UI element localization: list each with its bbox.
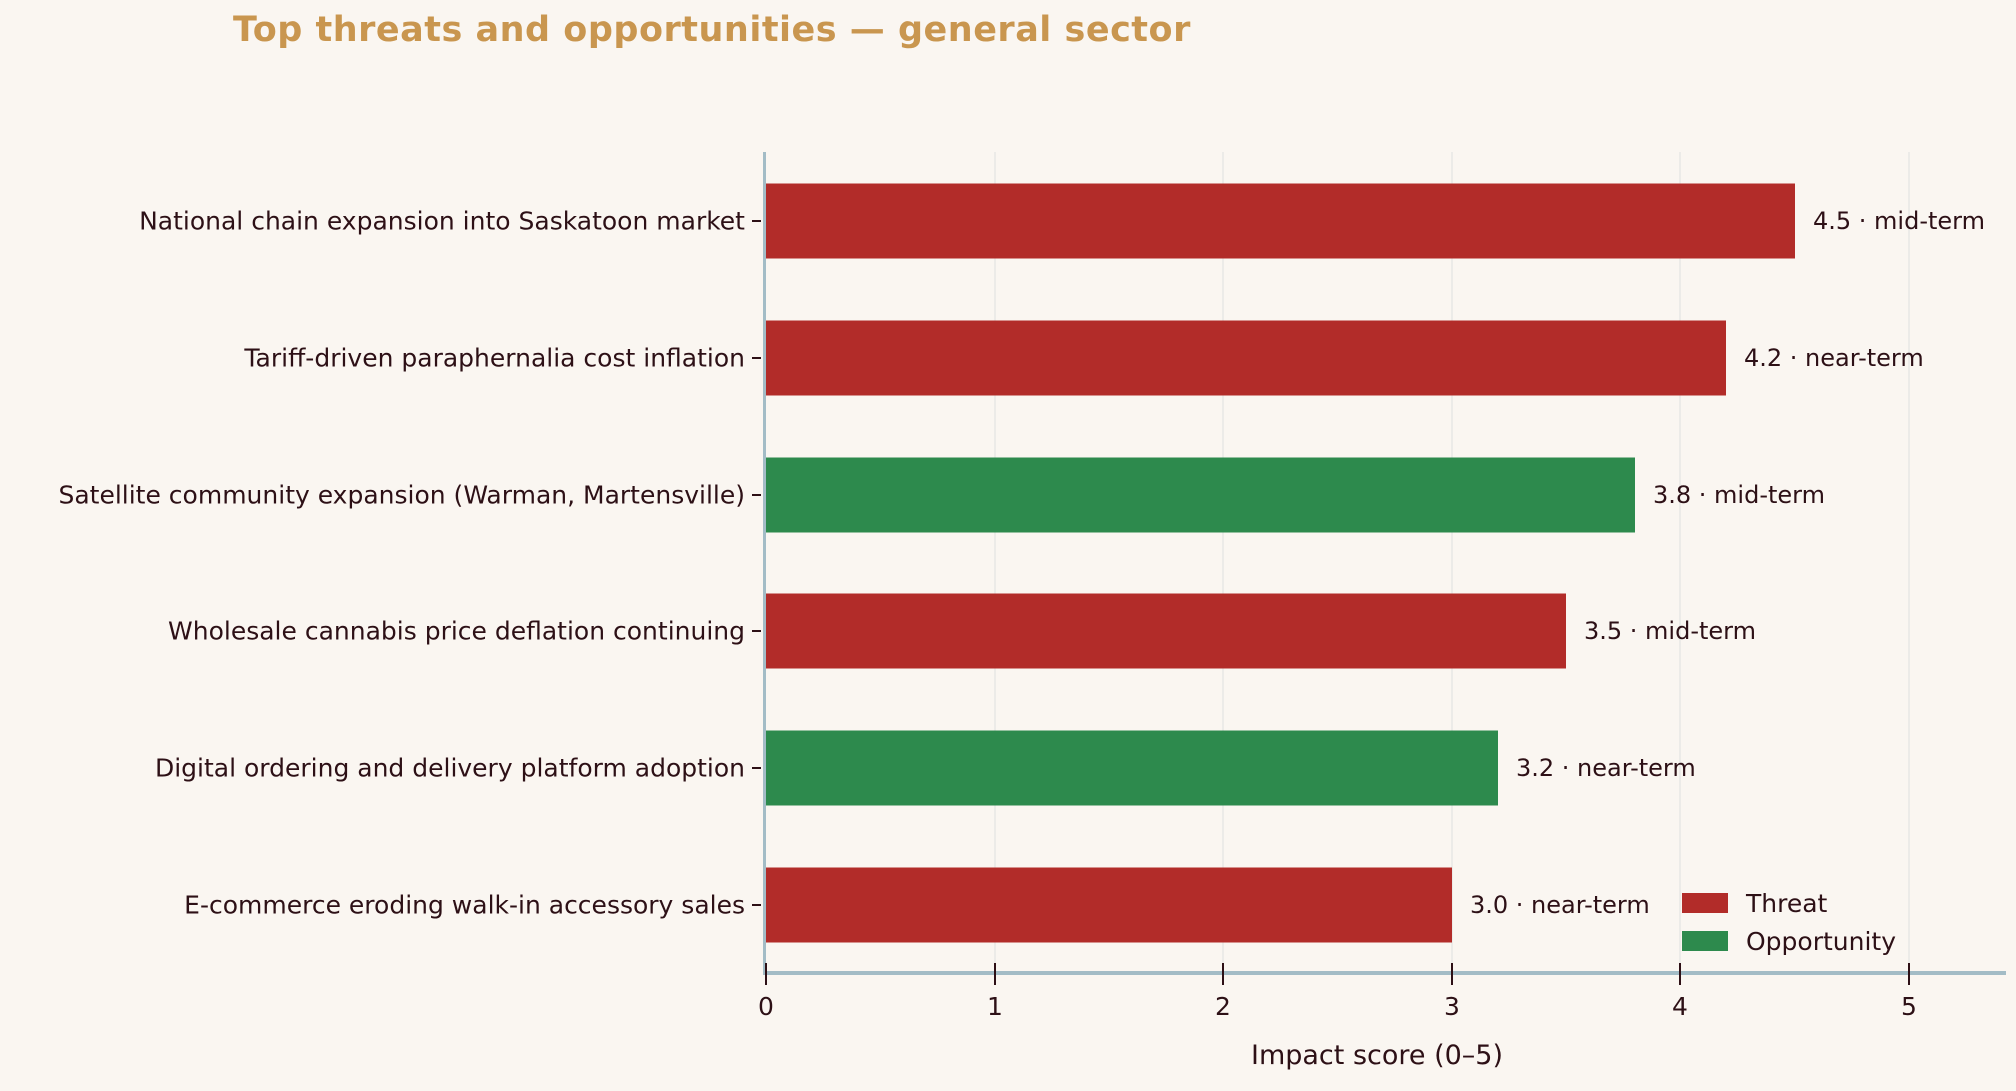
- legend-item-threat: Threat: [1682, 884, 1896, 922]
- legend-item-opportunity: Opportunity: [1682, 922, 1896, 960]
- x-tick-mark: [1451, 963, 1453, 985]
- y-tick-mark: [752, 219, 761, 222]
- y-tick-mark: [752, 629, 761, 632]
- x-tick-mark: [1679, 963, 1681, 985]
- gridline: [1908, 152, 1910, 973]
- bar-value-annotation: 3.8 · mid-term: [1653, 480, 1825, 509]
- y-axis-line: [763, 152, 766, 975]
- legend: Threat Opportunity: [1682, 884, 1896, 960]
- category-label: Tariff-driven paraphernalia cost inflati…: [244, 343, 745, 372]
- gridline: [1451, 152, 1453, 973]
- bar-value-annotation: 3.0 · near-term: [1470, 890, 1650, 919]
- bar-value-annotation: 3.5 · mid-term: [1584, 616, 1756, 645]
- bar: [766, 320, 1726, 395]
- bar-row: Satellite community expansion (Warman, M…: [0, 426, 2016, 563]
- bar: [766, 867, 1452, 942]
- x-axis-label: Impact score (0–5): [1250, 1040, 1504, 1071]
- x-tick-label: 2: [1215, 992, 1231, 1021]
- bar-row: Wholesale cannabis price deflation conti…: [0, 562, 2016, 699]
- x-tick-label: 3: [1444, 992, 1460, 1021]
- bar-value-annotation: 4.5 · mid-term: [1813, 206, 1985, 235]
- x-tick-mark: [994, 963, 996, 985]
- category-label: Digital ordering and delivery platform a…: [154, 753, 745, 782]
- bar-value-annotation: 4.2 · near-term: [1744, 343, 1924, 372]
- x-tick-label: 1: [987, 992, 1003, 1021]
- x-axis-line: [763, 971, 2006, 975]
- gridline: [1679, 152, 1681, 973]
- bar: [766, 457, 1635, 532]
- bar: [766, 183, 1795, 258]
- x-tick-label: 0: [758, 992, 774, 1021]
- bar-row: National chain expansion into Saskatoon …: [0, 152, 2016, 289]
- bar-row: Tariff-driven paraphernalia cost inflati…: [0, 289, 2016, 426]
- legend-label: Opportunity: [1746, 926, 1897, 956]
- x-tick-mark: [1222, 963, 1224, 985]
- gridline: [1222, 152, 1224, 973]
- legend-label: Threat: [1746, 888, 1828, 918]
- x-tick-mark: [1908, 963, 1910, 985]
- bar-row: E-commerce eroding walk-in accessory sal…: [0, 836, 2016, 973]
- y-tick-mark: [752, 766, 761, 769]
- gridline: [994, 152, 996, 973]
- category-label: E-commerce eroding walk-in accessory sal…: [184, 890, 745, 919]
- x-tick-mark: [765, 963, 767, 985]
- x-tick-label: 4: [1672, 992, 1688, 1021]
- threat-swatch-icon: [1682, 893, 1728, 913]
- chart-title: Top threats and opportunities — general …: [233, 10, 1191, 50]
- y-tick-mark: [752, 493, 761, 496]
- bar-value-annotation: 3.2 · near-term: [1516, 753, 1696, 782]
- bar: [766, 730, 1498, 805]
- bar-row: Digital ordering and delivery platform a…: [0, 699, 2016, 836]
- category-label: Satellite community expansion (Warman, M…: [58, 480, 745, 509]
- opportunity-swatch-icon: [1682, 931, 1728, 951]
- y-tick-mark: [752, 903, 761, 906]
- y-tick-mark: [752, 356, 761, 359]
- category-label: National chain expansion into Saskatoon …: [139, 206, 745, 235]
- x-tick-label: 5: [1901, 992, 1917, 1021]
- category-label: Wholesale cannabis price deflation conti…: [168, 616, 745, 645]
- bar: [766, 593, 1566, 668]
